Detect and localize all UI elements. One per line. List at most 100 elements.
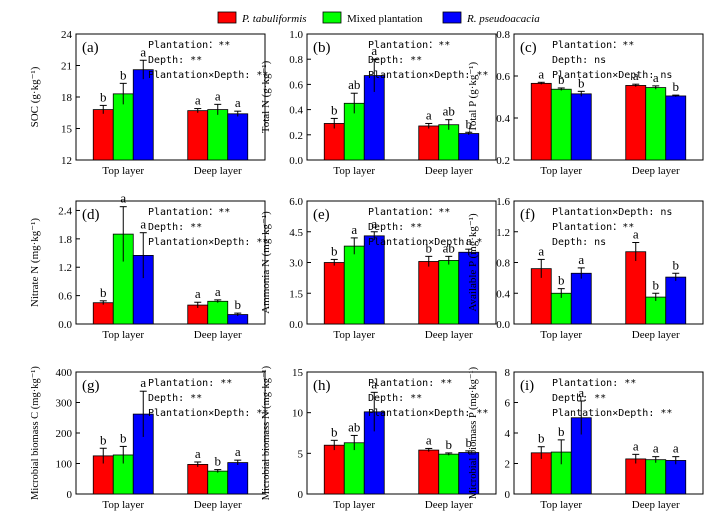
y-tick-label: 10 (292, 408, 304, 420)
legend-label: Mixed plantation (347, 13, 423, 25)
y-tick-label: 21 (61, 61, 72, 73)
panel-label: (g) (82, 378, 100, 394)
bar (92, 302, 114, 325)
y-tick-label: 2.4 (58, 205, 72, 217)
y-axis-label: Ammonia N (mg·kg⁻¹) (260, 211, 272, 314)
stat-annotation: Plantation: ** (148, 378, 232, 389)
y-tick-label: 1.2 (58, 262, 72, 274)
legend-item: P. tabuliformis (217, 11, 307, 25)
y-axis-label: Available P (mg·kg⁻¹) (467, 213, 479, 312)
significance-letter: b (446, 437, 453, 452)
stat-annotation: Plantation：** (368, 40, 450, 51)
x-tick-label: Deep layer (632, 165, 680, 177)
plot-frame (513, 33, 704, 161)
bar (570, 272, 592, 325)
x-tick-label: Top layer (333, 329, 375, 341)
significance-letter: b (331, 424, 338, 439)
y-tick-label: 0.4 (496, 113, 510, 125)
y-tick-label: 0.8 (289, 54, 303, 66)
y-tick-label: 0.6 (496, 71, 510, 83)
y-tick-label: 1.5 (289, 288, 303, 300)
significance-letter: b (466, 435, 473, 450)
significance-letter: a (538, 243, 544, 258)
x-tick-label: Deep layer (194, 499, 242, 511)
y-tick-label: 1.8 (58, 234, 72, 246)
panel-label: (b) (313, 40, 331, 56)
y-tick-label: 15 (292, 367, 304, 379)
bar (187, 464, 209, 495)
significance-letter: ab (443, 240, 455, 255)
significance-letter: a (578, 385, 584, 400)
significance-letter: a (426, 107, 432, 122)
stat-annotation: Depth: ** (552, 393, 606, 404)
panel-label: (d) (82, 207, 100, 223)
y-tick-label: 0.6 (58, 291, 72, 303)
significance-letter: b (235, 297, 242, 312)
significance-letter: a (653, 441, 659, 456)
significance-letter: a (538, 66, 544, 81)
chart-panel: 0 100 200 300 400 Microbial biomass C (mg·kg⁻… (30, 366, 268, 511)
y-tick-label: 12 (61, 155, 72, 167)
significance-letter: a (371, 216, 377, 231)
y-tick-label: 0.6 (289, 79, 303, 91)
x-tick-label: Top layer (540, 165, 582, 177)
x-tick-label: Deep layer (632, 499, 680, 511)
bar (665, 95, 687, 161)
stat-annotation: Plantation：** (552, 222, 634, 233)
significance-letter: a (371, 376, 377, 391)
y-tick-label: 5 (298, 448, 304, 460)
stat-annotation: Depth: ** (368, 222, 422, 233)
legend-label: P. tabuliformis (241, 13, 307, 25)
y-tick-label: 3.0 (289, 258, 303, 270)
significance-letter: a (371, 43, 377, 58)
x-tick-label: Deep layer (194, 165, 242, 177)
bar (438, 453, 460, 495)
bar (645, 87, 667, 161)
significance-letter: b (673, 79, 680, 94)
chart-panel: 0.0 0.6 1.2 1.8 2.4 Nitrate N (mg·kg⁻¹) Top la… (29, 191, 268, 341)
significance-letter: ab (443, 104, 455, 119)
significance-letter: b (466, 116, 473, 131)
y-axis-label: Microbial biomass N (mg·kg⁻¹) (261, 365, 272, 500)
y-tick-label: 400 (56, 367, 73, 379)
stat-annotation: Plantation：** (552, 40, 634, 51)
significance-letter: a (235, 95, 241, 110)
bar (418, 449, 440, 495)
stat-annotation: Depth: ** (148, 55, 202, 66)
legend-item: R. pseudoacacia (442, 11, 540, 25)
panel-label: (e) (313, 207, 330, 223)
significance-letter: b (331, 102, 338, 117)
legend-swatch (322, 11, 342, 24)
legend-swatch (442, 11, 462, 24)
y-tick-label: 1.6 (496, 196, 510, 208)
stat-annotation: Plantation: ** (368, 378, 452, 389)
y-tick-label: 2 (505, 459, 511, 471)
chart-panel: 0.0 0.4 0.8 1.2 1.6 Available P (mg·kg⁻¹) Top … (467, 196, 704, 341)
stat-annotation: Plantation×Depth: * (368, 237, 482, 248)
legend-item: Mixed plantation (322, 11, 423, 25)
significance-letter: a (195, 93, 201, 108)
significance-letter: a (215, 88, 221, 103)
significance-letter: b (558, 273, 565, 288)
bar (645, 296, 667, 325)
bar (438, 260, 460, 325)
stat-annotation: Plantation×Depth: ** (148, 237, 268, 248)
stat-annotation: Plantation×Depth: ** (368, 408, 488, 419)
bar (625, 458, 647, 495)
bar (665, 460, 687, 495)
significance-letter: b (673, 257, 680, 272)
stat-annotation: Depth: ** (368, 393, 422, 404)
significance-letter: a (195, 286, 201, 301)
stat-annotation: Plantation×Depth: ** (552, 408, 672, 419)
y-tick-label: 200 (56, 428, 73, 440)
y-tick-label: 300 (56, 398, 73, 410)
legend-label: R. pseudoacacia (466, 13, 540, 25)
significance-letter: a (633, 68, 639, 83)
chart-panel: 0 2 4 6 8 Microbial biomass P (mg·kg⁻¹) Top la… (468, 366, 704, 511)
bar (207, 470, 229, 495)
bar (438, 124, 460, 161)
y-tick-label: 100 (56, 459, 73, 471)
y-tick-label: 6 (505, 398, 511, 410)
significance-letter: a (140, 375, 146, 390)
